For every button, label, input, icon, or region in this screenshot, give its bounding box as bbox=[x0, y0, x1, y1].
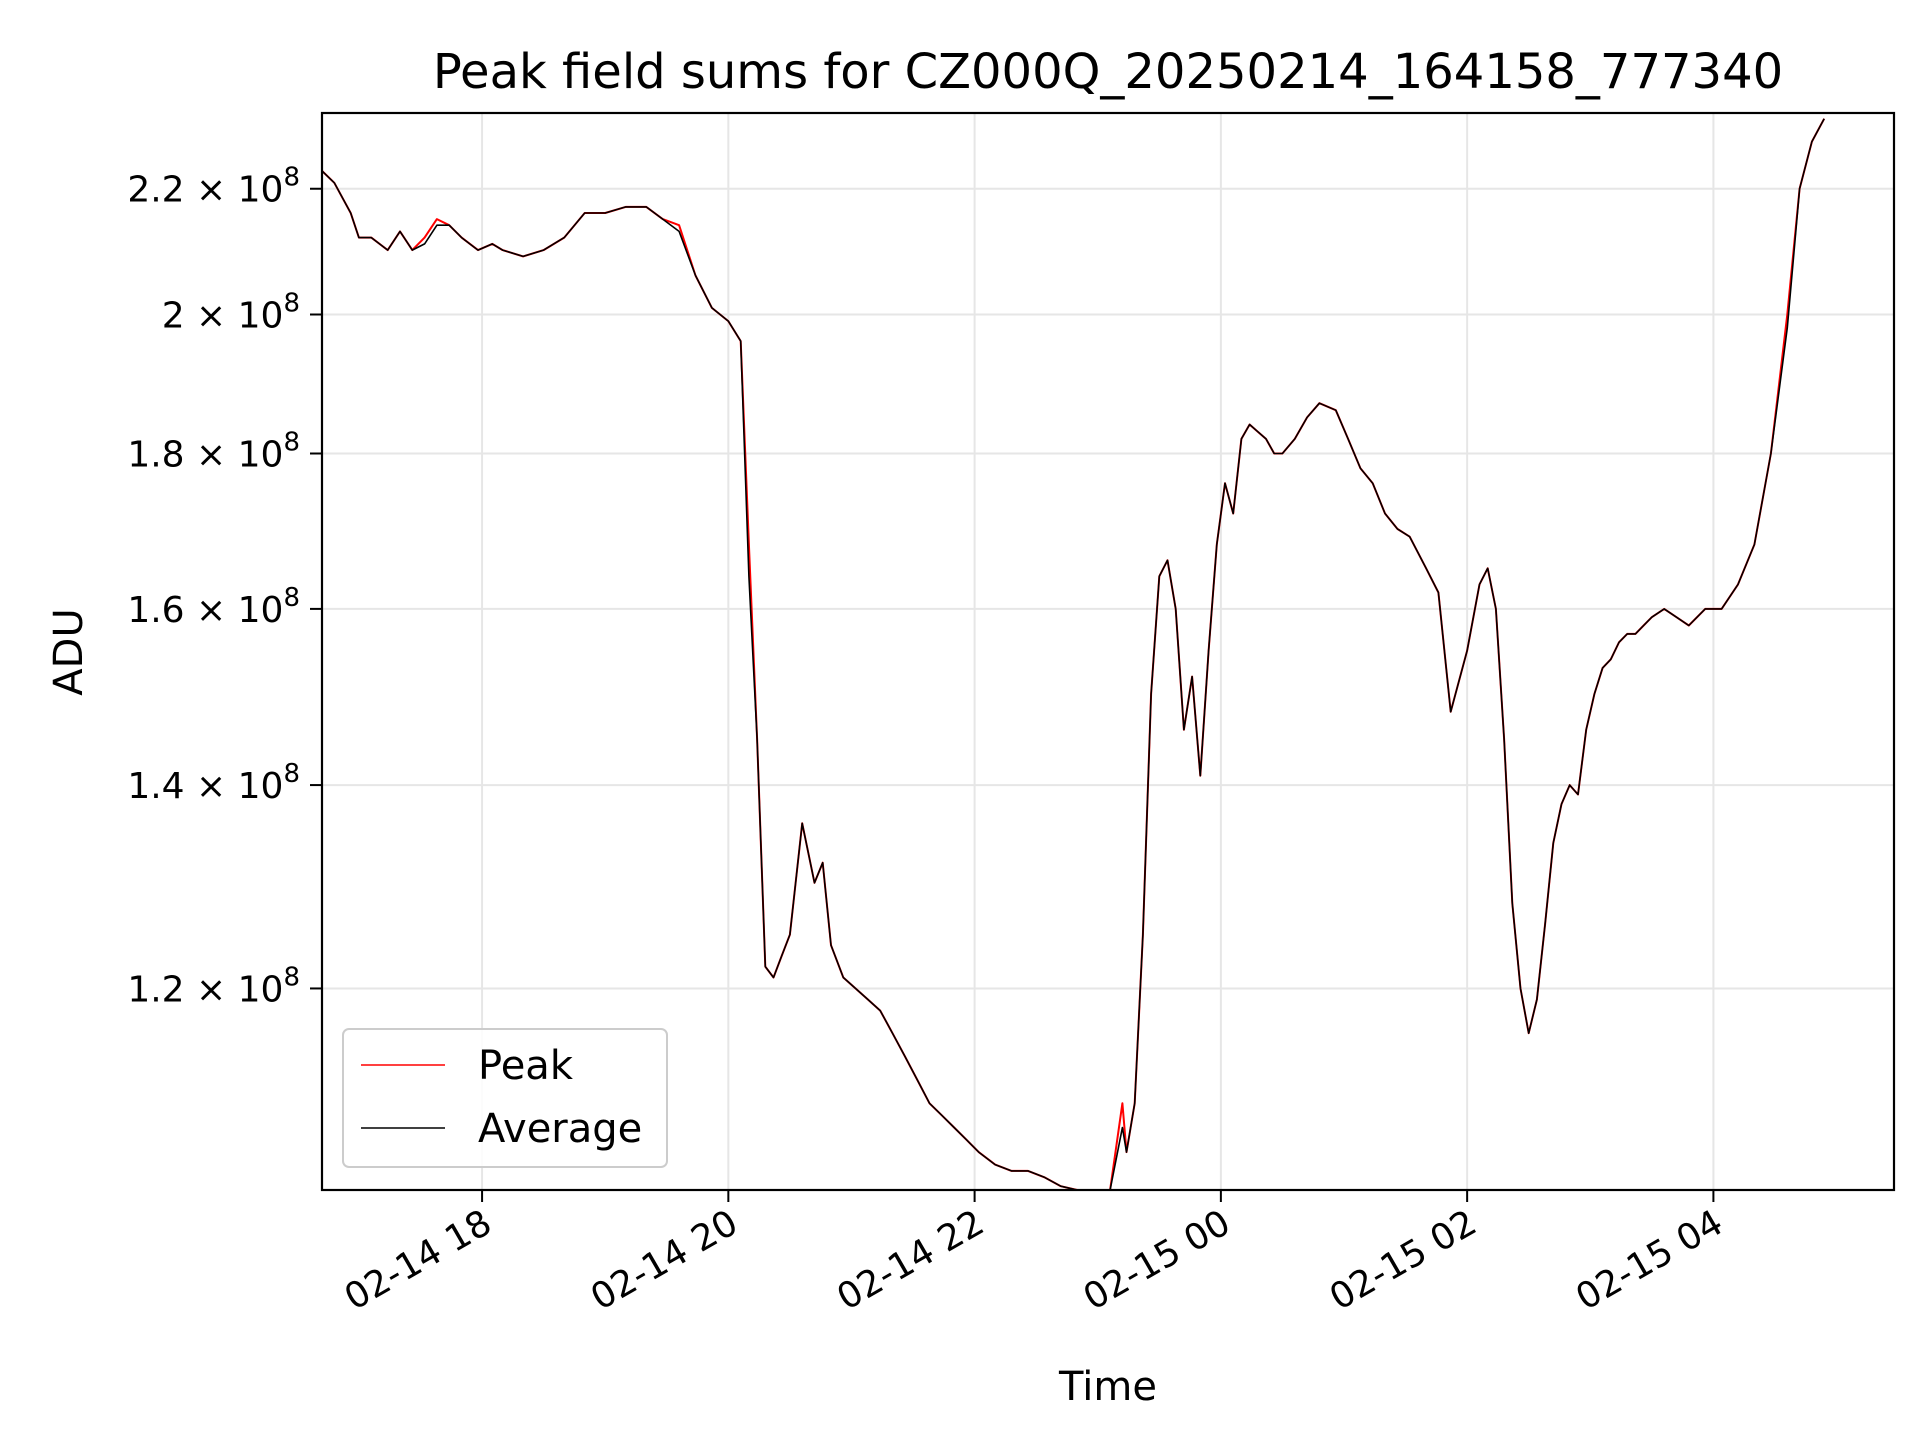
y-tick-label: 1.8 × 108 bbox=[127, 428, 300, 476]
x-tick-label: 02-14 22 bbox=[830, 1202, 991, 1318]
x-axis-ticks: 02-14 18 02-14 20 02-14 22 02-15 00 02-15 02… bbox=[338, 1190, 1730, 1319]
legend-label-average: Average bbox=[478, 1106, 642, 1152]
y-tick-label: 1.4 × 108 bbox=[127, 759, 300, 807]
y-tick-label: 1.6 × 108 bbox=[127, 583, 300, 631]
y-axis-ticks: 1.2 × 108 1.4 × 108 1.6 × 108 1.8 × 108 2 × … bbox=[127, 163, 322, 1010]
x-tick-label: 02-14 18 bbox=[338, 1202, 499, 1318]
x-axis-label: Time bbox=[1058, 1364, 1157, 1410]
x-tick-label: 02-15 02 bbox=[1323, 1202, 1484, 1318]
plot-frame bbox=[320, 111, 1896, 1192]
x-tick-label: 02-15 00 bbox=[1077, 1202, 1238, 1318]
legend-box bbox=[342, 1028, 668, 1168]
y-tick-label: 1.2 × 108 bbox=[127, 962, 300, 1010]
x-tick-label: 02-14 20 bbox=[584, 1202, 745, 1318]
series-line-average bbox=[321, 118, 1825, 1191]
chart-title: Peak field sums for CZ000Q_20250214_1641… bbox=[433, 44, 1783, 100]
series-lines bbox=[321, 118, 1826, 1191]
y-tick-label: 2.2 × 108 bbox=[127, 163, 300, 211]
y-axis-label: ADU bbox=[46, 608, 92, 695]
x-tick-label: 02-15 04 bbox=[1569, 1202, 1730, 1318]
y-tick-label: 2 × 108 bbox=[162, 288, 300, 336]
legend-label-peak: Peak bbox=[478, 1043, 574, 1089]
legend: Peak Average bbox=[342, 1028, 668, 1168]
